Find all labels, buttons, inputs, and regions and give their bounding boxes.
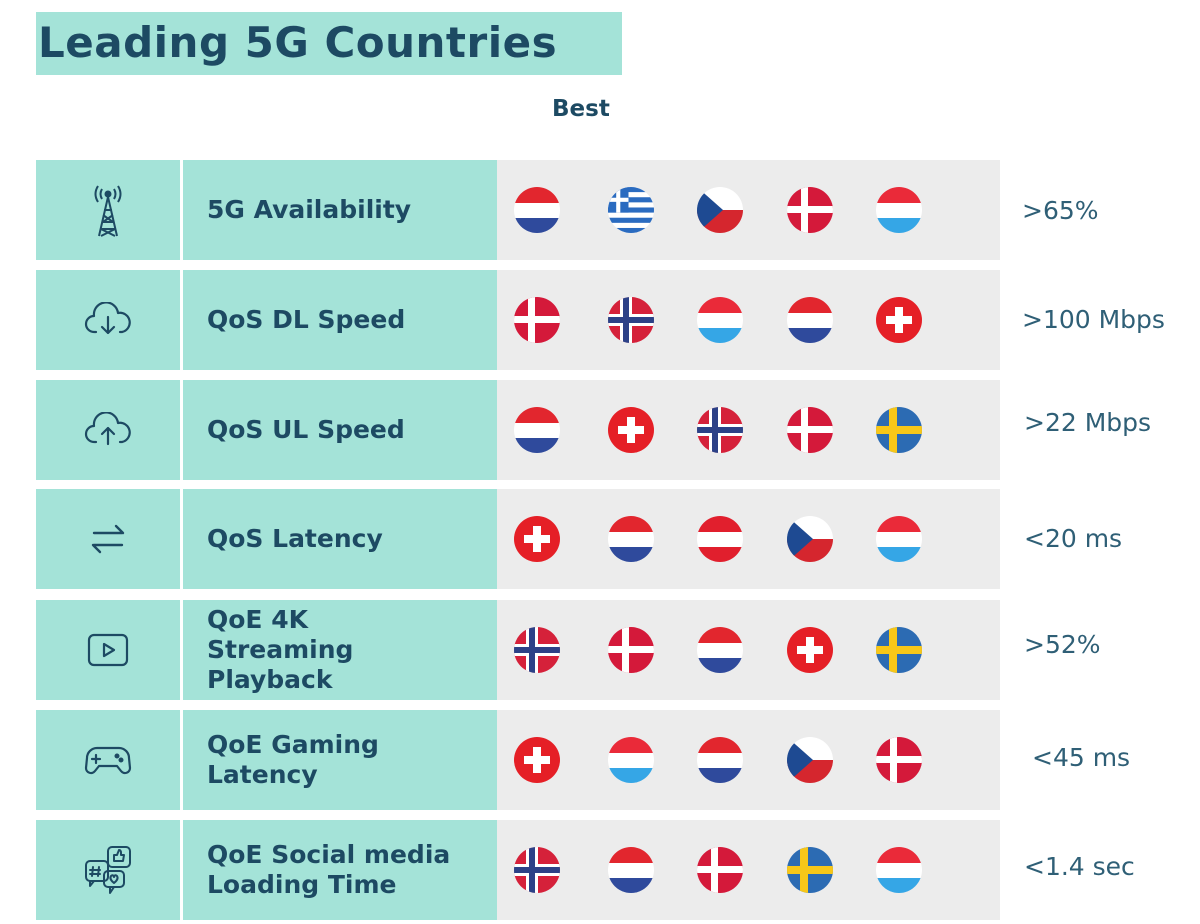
flag-denmark-icon	[876, 737, 922, 783]
row-icon-cell	[36, 160, 180, 260]
row-icon-cell	[36, 380, 180, 480]
table-row: QoS DL Speed	[36, 270, 1000, 370]
flag-luxembourg-icon	[608, 737, 654, 783]
flag-sweden-icon	[876, 627, 922, 673]
flag-netherlands-icon	[697, 737, 743, 783]
table-row: 5G Availability	[36, 160, 1000, 260]
video-play-icon	[86, 632, 130, 668]
flag-norway-icon	[514, 847, 560, 893]
flag-norway-icon	[608, 297, 654, 343]
row-threshold: <45 ms	[1032, 743, 1131, 772]
flag-denmark-icon	[787, 407, 833, 453]
social-media-icon	[80, 843, 136, 897]
flag-norway-icon	[514, 627, 560, 673]
row-flags-cell	[497, 820, 1000, 920]
page-title-banner: Leading 5G Countries	[36, 12, 622, 75]
row-label: QoE Social media Loading Time	[207, 840, 451, 899]
flag-norway-icon	[697, 407, 743, 453]
row-label-cell: QoE Social media Loading Time	[183, 820, 497, 920]
row-flags-cell	[497, 270, 1000, 370]
row-icon-cell	[36, 710, 180, 810]
table-row: QoE 4K Streaming Playback	[36, 600, 1000, 700]
row-label: QoE 4K Streaming Playback	[207, 605, 354, 694]
flag-luxembourg-icon	[876, 847, 922, 893]
flag-austria-icon	[697, 516, 743, 562]
row-threshold: >22 Mbps	[1024, 408, 1152, 437]
row-label-cell: QoE Gaming Latency	[183, 710, 497, 810]
row-flags-cell	[497, 160, 1000, 260]
row-flags-cell	[497, 380, 1000, 480]
row-label-cell: QoE 4K Streaming Playback	[183, 600, 497, 700]
cloud-download-icon	[84, 302, 132, 338]
flag-denmark-icon	[697, 847, 743, 893]
row-threshold: <20 ms	[1024, 524, 1123, 553]
flag-denmark-icon	[514, 297, 560, 343]
flag-switzerland-icon	[514, 516, 560, 562]
row-label-cell: QoS UL Speed	[183, 380, 497, 480]
flag-denmark-icon	[787, 187, 833, 233]
row-icon-cell	[36, 600, 180, 700]
row-flags-cell	[497, 600, 1000, 700]
row-icon-cell	[36, 820, 180, 920]
flag-czechia-icon	[697, 187, 743, 233]
gamepad-icon	[83, 742, 133, 778]
cloud-upload-icon	[84, 412, 132, 448]
cell-tower-icon	[88, 182, 128, 238]
row-label: QoE Gaming Latency	[207, 730, 379, 789]
row-icon-cell	[36, 270, 180, 370]
row-icon-cell	[36, 489, 180, 589]
flag-switzerland-icon	[787, 627, 833, 673]
row-label: QoS UL Speed	[207, 415, 405, 444]
flag-luxembourg-icon	[876, 516, 922, 562]
table-row: QoS Latency	[36, 489, 1000, 589]
flag-sweden-icon	[876, 407, 922, 453]
flag-czechia-icon	[787, 737, 833, 783]
row-label: QoS Latency	[207, 524, 383, 553]
page-title: Leading 5G Countries	[38, 18, 558, 67]
row-threshold: <1.4 sec	[1024, 852, 1135, 881]
flag-greece-icon	[608, 187, 654, 233]
flag-luxembourg-icon	[876, 187, 922, 233]
flag-netherlands-icon	[608, 847, 654, 893]
table-row: QoS UL Speed	[36, 380, 1000, 480]
row-label-cell: QoS Latency	[183, 489, 497, 589]
flag-sweden-icon	[787, 847, 833, 893]
row-flags-cell	[497, 489, 1000, 589]
row-label: QoS DL Speed	[207, 305, 406, 334]
table-row: QoE Social media Loading Time	[36, 820, 1000, 920]
arrows-swap-icon	[88, 521, 128, 557]
flag-switzerland-icon	[608, 407, 654, 453]
table-row: QoE Gaming Latency	[36, 710, 1000, 810]
flag-denmark-icon	[608, 627, 654, 673]
row-flags-cell	[497, 710, 1000, 810]
row-threshold: >52%	[1024, 630, 1101, 659]
flag-netherlands-icon	[514, 407, 560, 453]
flag-switzerland-icon	[876, 297, 922, 343]
flag-czechia-icon	[787, 516, 833, 562]
row-threshold: >100 Mbps	[1022, 305, 1165, 334]
column-header-best: Best	[552, 96, 610, 122]
flag-netherlands-icon	[697, 627, 743, 673]
flag-netherlands-icon	[787, 297, 833, 343]
row-threshold: >65%	[1022, 196, 1099, 225]
row-label-cell: 5G Availability	[183, 160, 497, 260]
flag-netherlands-icon	[514, 187, 560, 233]
row-label: 5G Availability	[207, 195, 412, 224]
row-label-cell: QoS DL Speed	[183, 270, 497, 370]
flag-switzerland-icon	[514, 737, 560, 783]
flag-luxembourg-icon	[697, 297, 743, 343]
flag-netherlands-icon	[608, 516, 654, 562]
